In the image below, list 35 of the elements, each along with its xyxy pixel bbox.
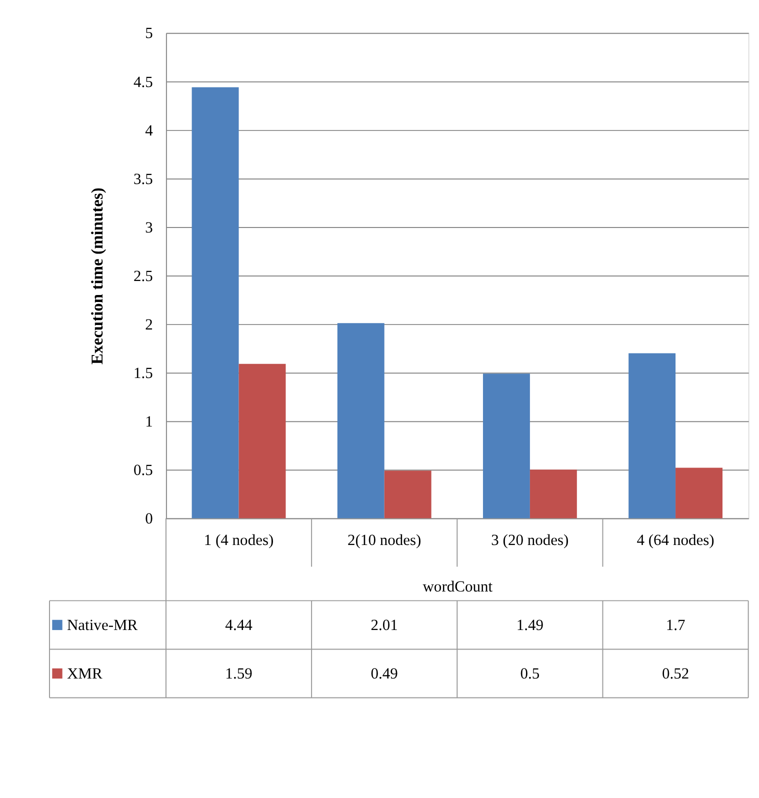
y-tick-label: 2: [145, 316, 153, 334]
y-tick-label: 3.5: [133, 170, 154, 188]
data-label: 2.01: [370, 616, 398, 634]
x-tick-label: 1 (4 nodes): [204, 532, 274, 549]
legend-label: Native-MR: [66, 616, 138, 634]
bar: [192, 87, 239, 518]
legend-label: XMR: [66, 665, 103, 682]
y-tick-label: 1.5: [133, 364, 154, 382]
bar: [337, 323, 384, 518]
y-tick-label: 4: [145, 122, 154, 140]
x-tick-label: 3 (20 nodes): [491, 532, 569, 549]
y-tick-label: 0.5: [133, 462, 154, 479]
bar: [384, 470, 432, 518]
data-label: 0.52: [662, 665, 690, 682]
data-label: 1.59: [225, 665, 253, 682]
x-axis-title: wordCount: [422, 578, 494, 596]
x-tick-label: 4 (64 nodes): [636, 532, 714, 549]
bar: [530, 470, 577, 518]
bar: [628, 353, 676, 518]
data-label: 1.49: [516, 616, 544, 634]
data-label: 4.44: [225, 616, 253, 634]
data-label: 0.49: [370, 665, 398, 682]
y-tick-label: 2.5: [133, 268, 154, 285]
y-tick-label: 1: [145, 413, 153, 430]
data-label: 0.5: [520, 665, 540, 682]
bar: [238, 364, 286, 518]
y-tick-label: 0: [145, 510, 154, 528]
bar: [676, 468, 722, 518]
data-label: 1.7: [666, 616, 686, 634]
y-tick-label: 5: [145, 25, 154, 42]
x-tick-label: 2(10 nodes): [348, 532, 422, 549]
y-tick-label: 3: [145, 219, 154, 236]
y-tick-label: 4.5: [133, 74, 154, 91]
y-axis-title: Execution time (minutes): [87, 188, 106, 364]
bar: [482, 374, 530, 518]
